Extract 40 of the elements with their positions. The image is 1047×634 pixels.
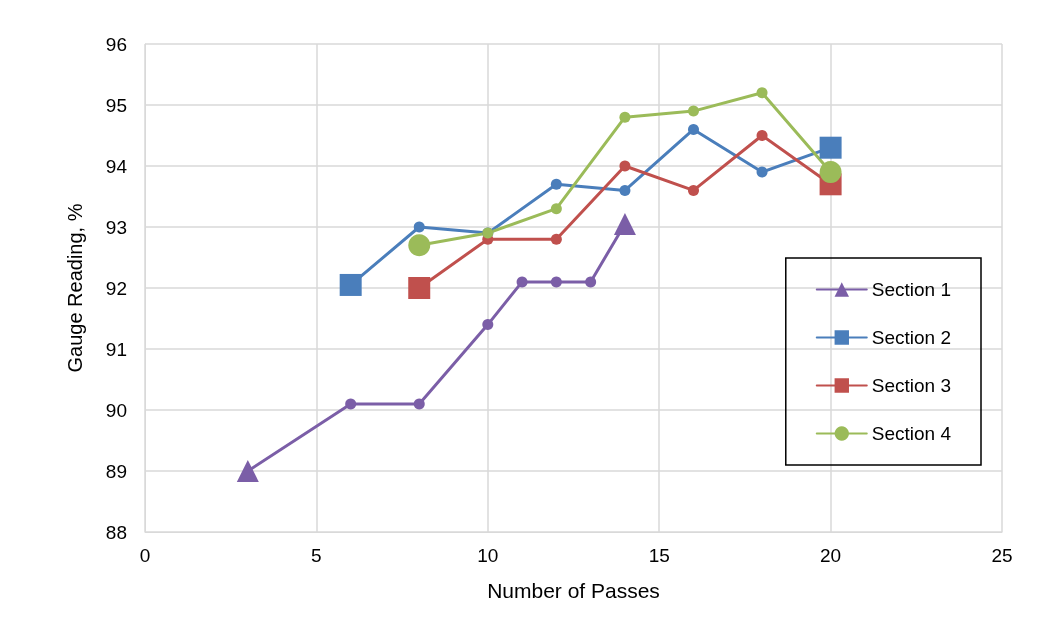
point — [413, 221, 425, 233]
x-axis-title: Number of Passes — [487, 579, 660, 602]
y-axis-title: Gauge Reading, % — [64, 203, 86, 373]
x-tick-label: 0 — [139, 545, 151, 566]
y-tick-label: 93 — [105, 216, 127, 238]
point — [756, 130, 768, 141]
point — [619, 184, 631, 196]
y-tick-label: 89 — [105, 460, 127, 482]
point — [687, 123, 699, 135]
y-tick-label: 92 — [105, 277, 127, 299]
point — [550, 233, 562, 245]
point — [550, 203, 562, 215]
x-tick-label: 5 — [311, 545, 322, 566]
legend-label: Section 2 — [871, 327, 952, 348]
x-tick-label: 10 — [477, 545, 499, 566]
point — [482, 319, 494, 331]
x-tick-label: 20 — [820, 545, 842, 566]
legend-label: Section 3 — [871, 375, 952, 396]
y-tick-label: 96 — [105, 33, 127, 55]
point — [550, 178, 562, 190]
legend-label: Section 4 — [871, 423, 952, 444]
point — [619, 160, 631, 172]
point — [585, 276, 597, 288]
y-tick-label: 91 — [105, 338, 127, 360]
point — [413, 398, 425, 410]
y-tick-label: 94 — [105, 155, 128, 177]
point — [756, 87, 768, 99]
x-tick-label: 15 — [648, 545, 670, 566]
legend-label: Section 1 — [871, 279, 952, 300]
y-tick-label: 95 — [105, 94, 127, 116]
point — [687, 184, 699, 196]
x-tick-label: 25 — [991, 545, 1013, 566]
point — [345, 398, 357, 410]
point — [550, 276, 562, 288]
y-tick-label: 88 — [105, 521, 127, 543]
point — [756, 166, 768, 178]
point — [619, 111, 631, 123]
point — [516, 276, 528, 288]
point — [687, 105, 699, 117]
y-tick-label: 90 — [105, 399, 127, 421]
